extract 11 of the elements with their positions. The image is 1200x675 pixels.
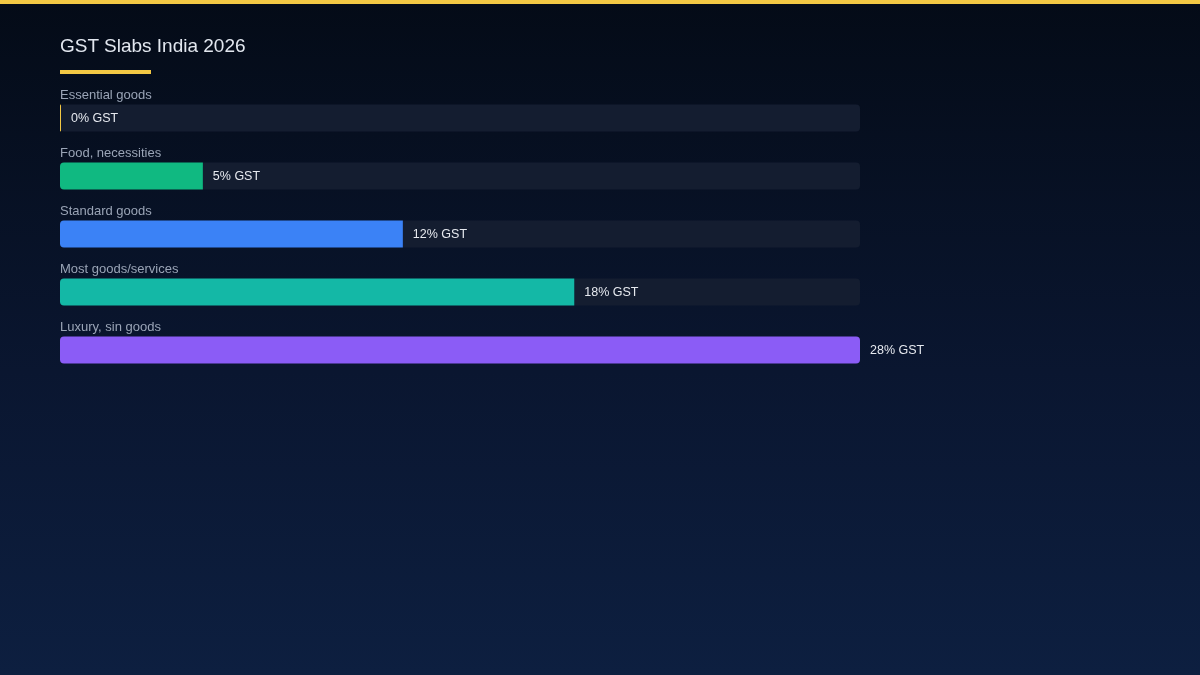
data-label: 5% GST: [212, 169, 261, 183]
y-tick-label: Most goods/services: [60, 261, 179, 276]
y-tick-label: Essential goods: [60, 87, 153, 102]
chart-title: GST Slabs India 2026: [60, 35, 246, 56]
data-label: 28% GST: [870, 343, 925, 357]
y-tick-label: Luxury, sin goods: [60, 319, 162, 334]
data-label: 12% GST: [412, 227, 468, 241]
data-label: 18% GST: [584, 285, 639, 299]
y-tick-label: Standard goods: [60, 203, 153, 218]
y-tick-label: Food, necessities: [60, 145, 162, 160]
data-label: 0% GST: [71, 111, 119, 125]
